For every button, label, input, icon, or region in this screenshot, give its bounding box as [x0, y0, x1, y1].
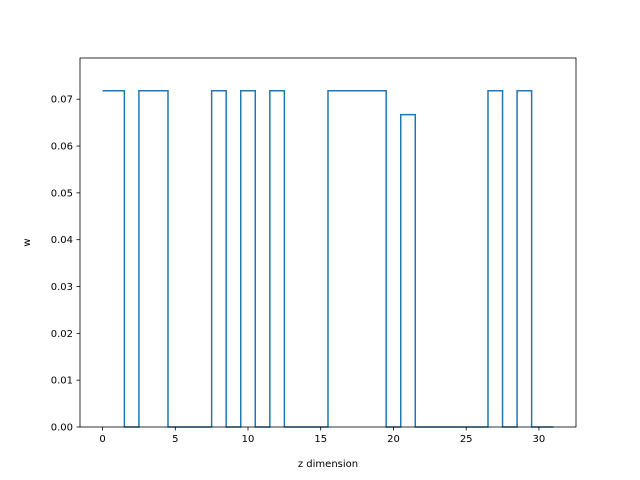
y-tick-label: 0.02	[51, 329, 73, 340]
x-tick-label: 20	[387, 434, 400, 445]
y-tick-label: 0.07	[51, 95, 73, 106]
x-tick-label: 25	[460, 434, 473, 445]
y-axis-label: w	[22, 238, 33, 246]
y-tick-label: 0.06	[51, 142, 73, 153]
y-axis-ticks: 0.00 0.01 0.02 0.03 0.04 0.05 0.06 0.07	[51, 95, 80, 434]
x-axis-ticks: 0 5 10 15 20 25 30	[99, 427, 545, 445]
x-tick-label: 30	[533, 434, 546, 445]
y-tick-label: 0.01	[51, 376, 73, 387]
x-tick-label: 0	[99, 434, 105, 445]
x-tick-label: 5	[172, 434, 178, 445]
x-tick-label: 10	[242, 434, 255, 445]
y-tick-label: 0.00	[51, 423, 73, 434]
x-axis-label: z dimension	[298, 459, 358, 470]
y-tick-label: 0.03	[51, 282, 73, 293]
axes-frame	[79, 57, 577, 428]
y-tick-label: 0.04	[51, 235, 73, 246]
x-tick-label: 15	[314, 434, 327, 445]
y-tick-label: 0.05	[51, 188, 73, 199]
